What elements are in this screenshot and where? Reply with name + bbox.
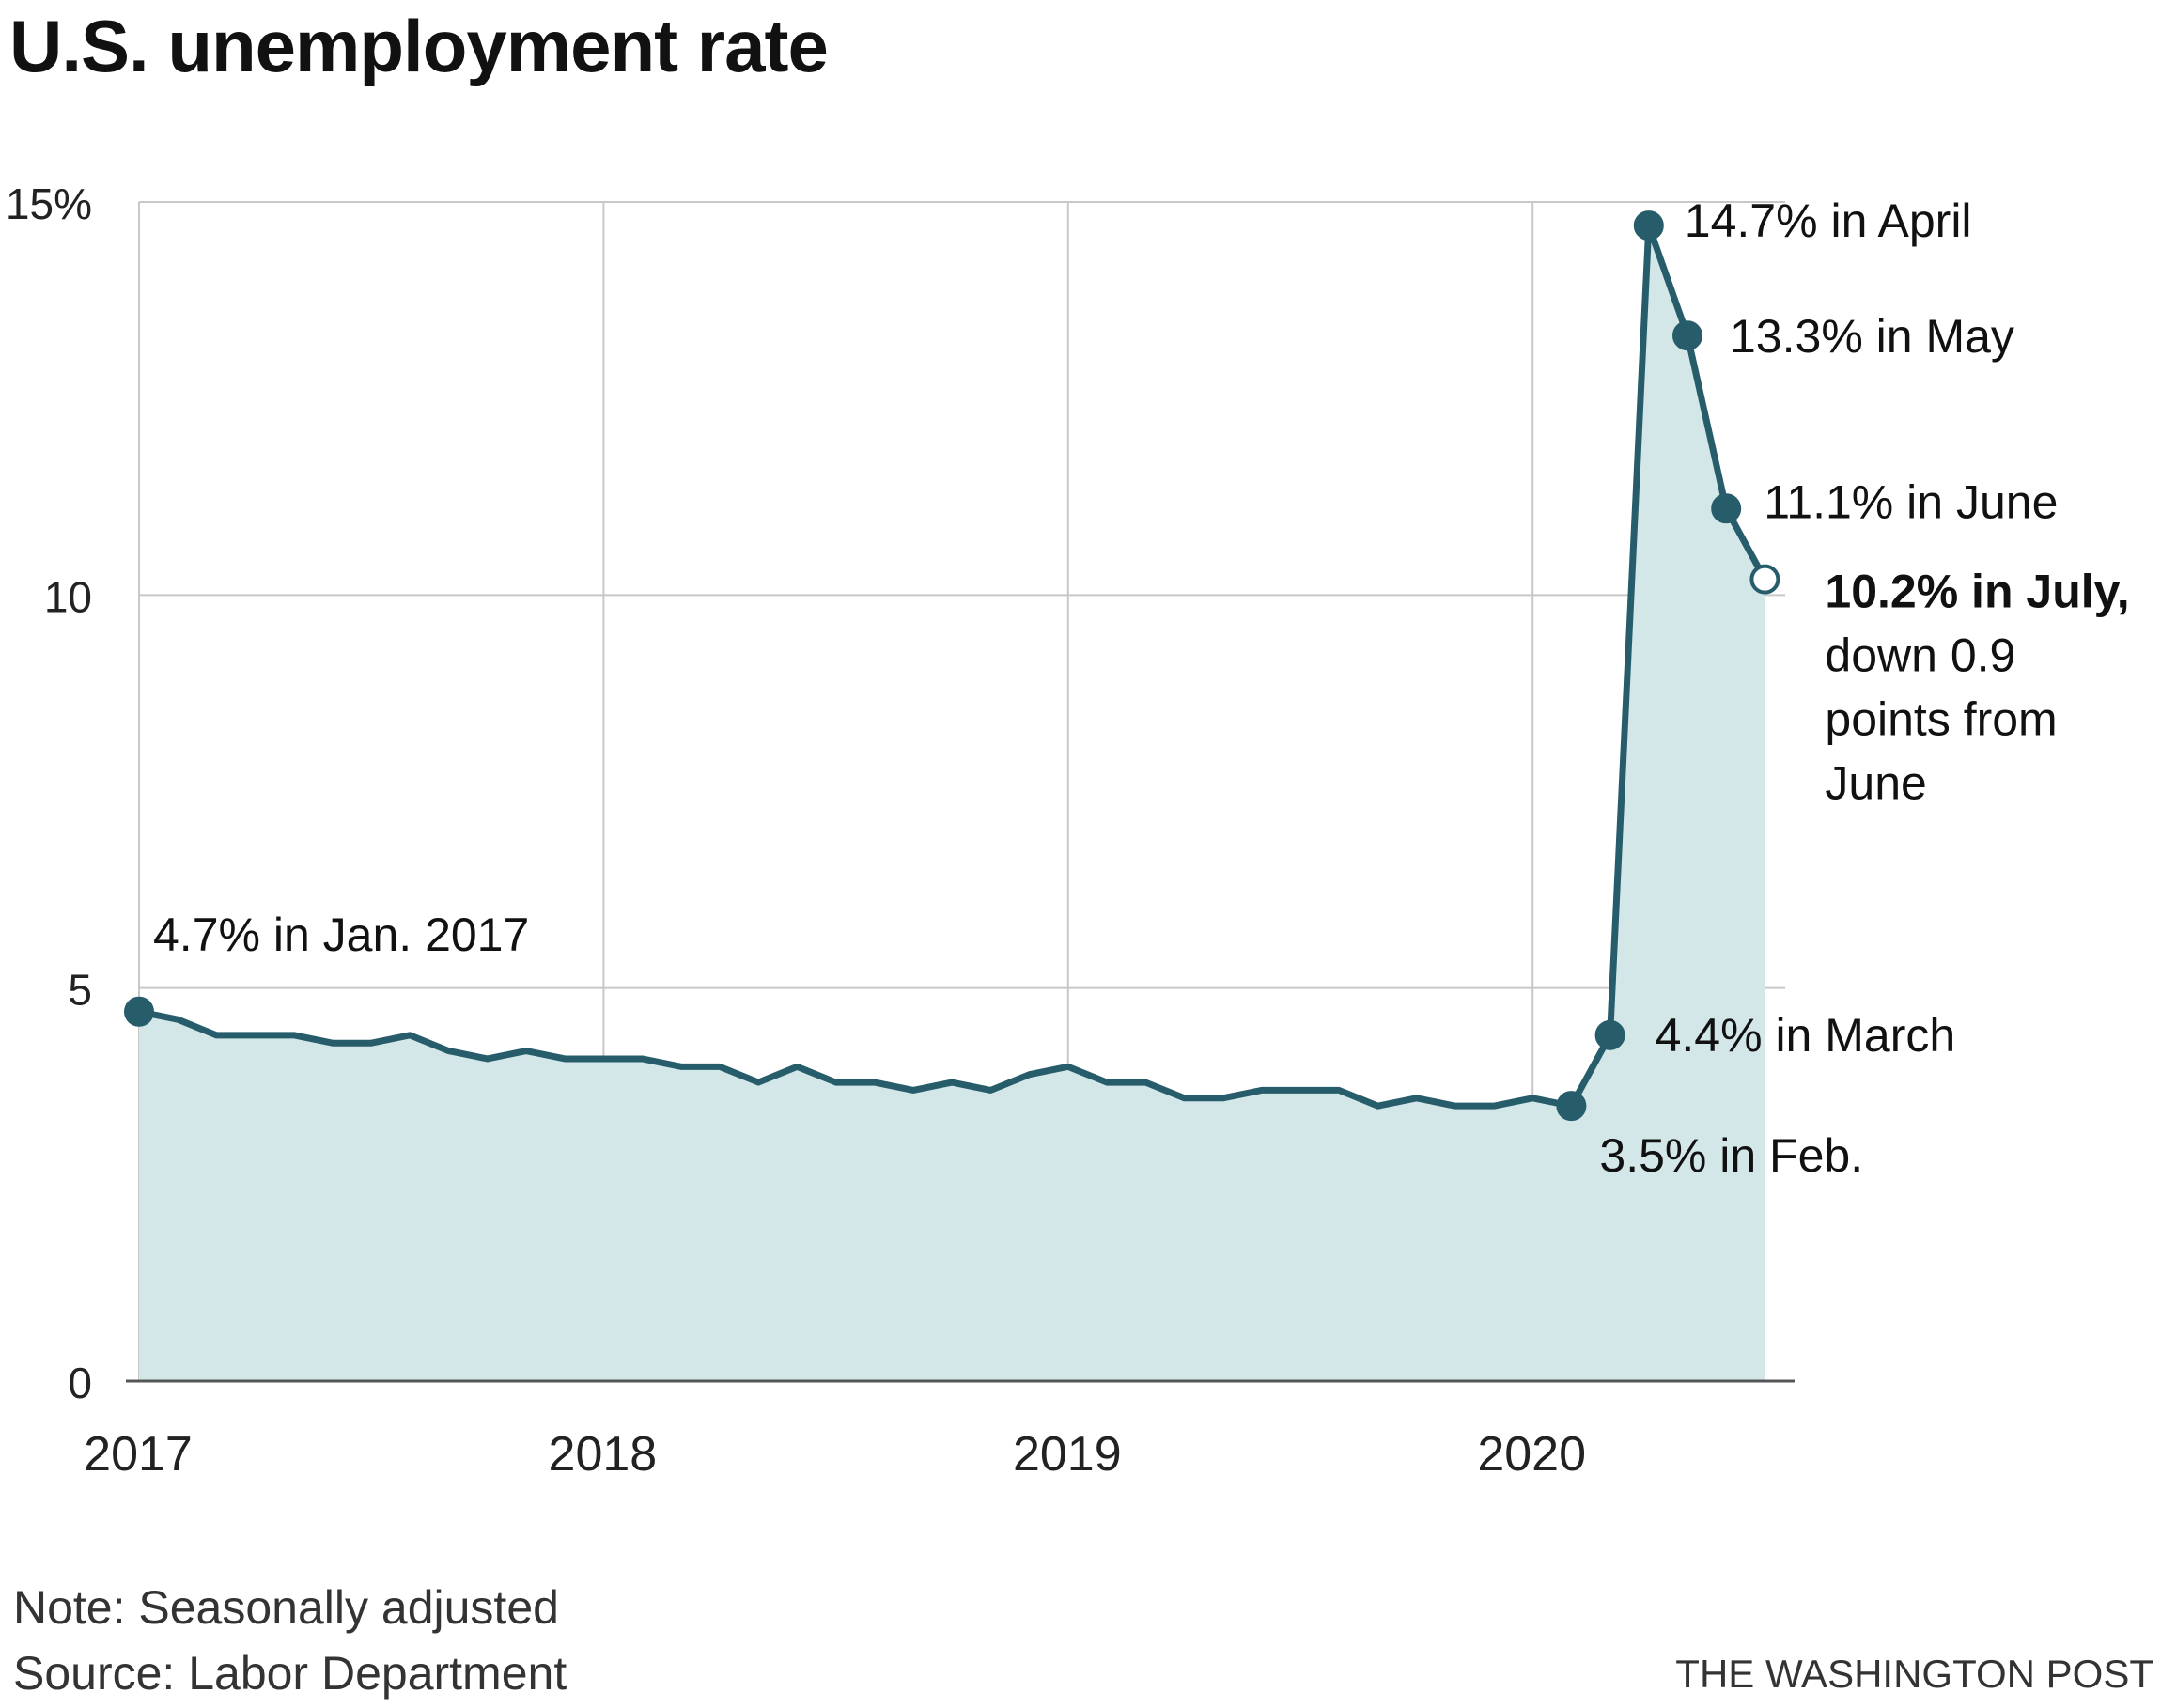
x-tick-label: 2019: [1013, 1427, 1122, 1482]
y-tick-label: 10: [44, 572, 92, 621]
x-tick-label: 2018: [549, 1427, 658, 1482]
y-tick-label: 5: [68, 966, 92, 1015]
chart-source: Source: Labor Department: [13, 1647, 567, 1700]
data-label: 4.7% in Jan. 2017: [153, 908, 529, 961]
data-label-line: down 0.9: [1825, 629, 2015, 682]
data-point-marker: [124, 996, 154, 1027]
data-label: 14.7% in April: [1685, 194, 1972, 247]
x-tick-label: 2020: [1477, 1427, 1586, 1482]
latest-point-marker: [1749, 564, 1780, 595]
data-label-line: points from: [1825, 693, 2057, 746]
series-line: [135, 222, 1768, 1110]
page-title: U.S. unemployment rate: [9, 5, 829, 87]
data-label-bold: 10.2% in July,: [1825, 566, 2129, 618]
data-label: 3.5% in Feb.: [1599, 1129, 1863, 1182]
x-tick-label: 2017: [84, 1427, 193, 1482]
data-point-marker: [1633, 210, 1664, 241]
data-point-marker: [1672, 320, 1702, 351]
data-point-marker: [1711, 493, 1742, 524]
chart-note: Note: Seasonally adjusted: [13, 1581, 559, 1634]
data-point-marker: [1556, 1091, 1587, 1122]
area-fill: [139, 225, 1765, 1382]
data-label-line: June: [1825, 757, 1926, 810]
data-label: 13.3% in May: [1730, 310, 2014, 363]
y-tick-label: 0: [68, 1359, 92, 1407]
data-label: 11.1% in June: [1764, 475, 2058, 528]
publisher-credit: THE WASHINGTON POST: [1675, 1652, 2153, 1696]
y-tick-label: 15%: [6, 179, 92, 228]
data-point-marker: [1594, 1019, 1625, 1050]
data-label: 4.4% in March: [1656, 1009, 1956, 1062]
